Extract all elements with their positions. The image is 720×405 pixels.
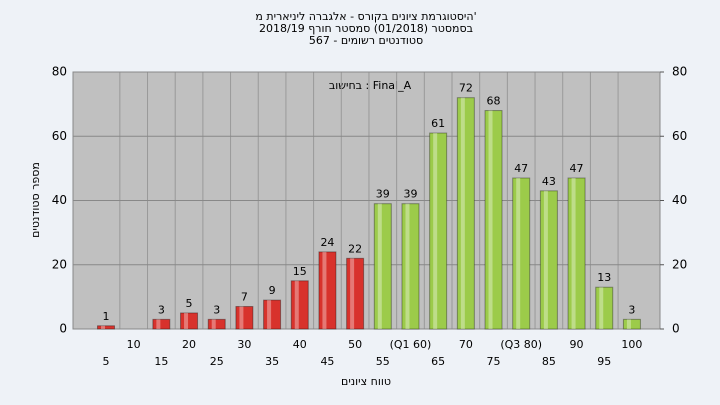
y-tick-label: 80	[52, 65, 67, 79]
bar	[318, 251, 337, 330]
data-label: 15	[293, 265, 307, 278]
data-label: 7	[241, 291, 248, 304]
bar-shine	[239, 306, 244, 329]
y2-tick-label: 0	[672, 322, 680, 336]
x-tick-label: 95	[597, 355, 611, 368]
y-tick-label: 20	[52, 257, 67, 271]
bar	[152, 318, 171, 330]
bar-shine	[156, 319, 161, 329]
x-tick-label: 5	[103, 355, 110, 368]
data-label: 39	[376, 188, 390, 201]
bar	[595, 286, 614, 330]
bar	[97, 325, 115, 330]
data-label: 3	[213, 303, 220, 316]
data-label: 61	[431, 117, 445, 130]
x-tick-label: 35	[265, 355, 279, 368]
x-tick-label: (Q3 80)	[500, 338, 542, 351]
chart-title: היסטוגרמת ציונים בקורס - אלגברה ליניארית…	[255, 10, 476, 23]
bar	[290, 280, 309, 330]
data-label: 68	[487, 95, 501, 108]
bar	[263, 299, 282, 330]
x-tick-label: 30	[237, 338, 251, 351]
bar	[180, 312, 199, 330]
bar-shine	[322, 251, 327, 329]
x-tick-label: 40	[293, 338, 307, 351]
chart-title: בסמסטר (01/2018) סמסטר חורף 2018/19	[259, 22, 473, 35]
data-label: 3	[628, 303, 635, 316]
bar	[484, 110, 503, 330]
bar	[622, 318, 641, 330]
bar-shine	[405, 203, 410, 329]
x-tick-label: 90	[570, 338, 584, 351]
x-tick-label: 50	[348, 338, 362, 351]
x-tick-label: 75	[487, 355, 501, 368]
bar	[512, 177, 531, 330]
data-label: 72	[459, 82, 473, 95]
x-tick-label: 85	[542, 355, 556, 368]
x-tick-label: 20	[182, 338, 196, 351]
y-tick-label: 40	[52, 193, 67, 207]
data-label: 24	[320, 236, 334, 249]
x-tick-label: 100	[621, 338, 642, 351]
bar	[207, 318, 226, 330]
data-label: 13	[597, 271, 611, 284]
y2-tick-label: 80	[672, 65, 687, 79]
y-axis-label: מספר סטודנטים	[29, 162, 42, 238]
bar-shine	[377, 203, 382, 329]
bar-shine	[626, 319, 631, 329]
chart-title: סטודנטים רשומים - 567	[309, 34, 423, 47]
bar	[235, 306, 254, 330]
bar	[373, 203, 392, 330]
bar-shine	[460, 97, 465, 329]
x-tick-label: 10	[127, 338, 141, 351]
data-label: 47	[514, 162, 528, 175]
data-label: 22	[348, 242, 362, 255]
bar-shine	[543, 190, 548, 329]
data-label: 5	[186, 297, 193, 310]
annotation: בחישוב : Final_A	[329, 79, 412, 92]
x-tick-label: 70	[459, 338, 473, 351]
data-label: 1	[103, 310, 110, 323]
data-label: 9	[269, 284, 276, 297]
x-tick-label: 25	[210, 355, 224, 368]
data-label: 39	[403, 188, 417, 201]
bar	[346, 257, 365, 330]
y2-tick-label: 20	[672, 257, 687, 271]
bar	[401, 203, 420, 330]
x-tick-label: 45	[320, 355, 334, 368]
y2-tick-label: 40	[672, 193, 687, 207]
bar-shine	[184, 312, 189, 329]
bar-shine	[267, 300, 272, 329]
bar-shine	[101, 325, 105, 329]
bar-shine	[433, 133, 438, 329]
y-tick-label: 0	[59, 322, 67, 336]
bar-shine	[571, 178, 576, 329]
data-label: 47	[570, 162, 584, 175]
bar	[429, 132, 448, 330]
x-tick-label: 15	[154, 355, 168, 368]
x-axis-label: טווח ציונים	[341, 375, 391, 388]
data-label: 3	[158, 303, 165, 316]
x-tick-label: (Q1 60)	[390, 338, 432, 351]
bar-shine	[211, 319, 216, 329]
y-tick-label: 60	[52, 129, 67, 143]
bar-shine	[599, 287, 604, 329]
y2-tick-label: 60	[672, 129, 687, 143]
x-tick-label: 65	[431, 355, 445, 368]
x-tick-label: 55	[376, 355, 390, 368]
bar	[456, 97, 475, 330]
bar-shine	[294, 280, 299, 329]
bar	[539, 190, 558, 330]
bar-shine	[488, 110, 493, 329]
bar-shine	[516, 178, 521, 329]
data-label: 43	[542, 175, 556, 188]
bar-shine	[350, 258, 355, 329]
bar	[567, 177, 586, 330]
